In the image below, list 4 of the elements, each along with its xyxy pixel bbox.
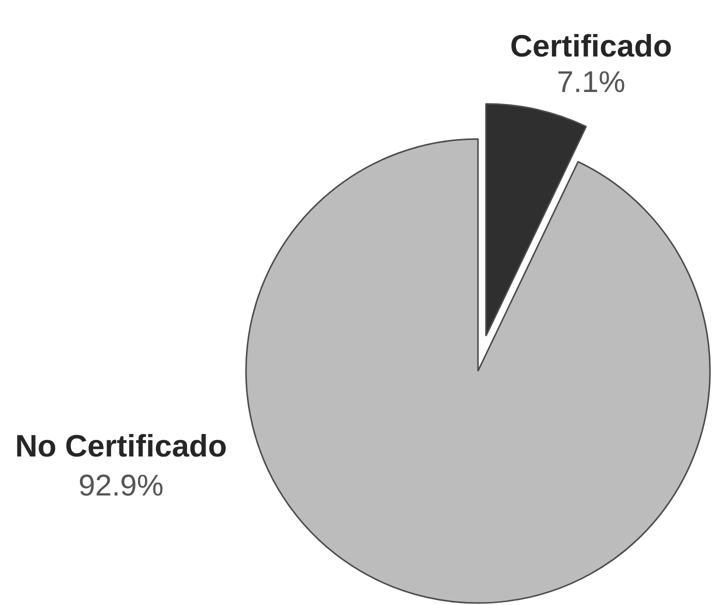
data-label: 92.9%: [78, 469, 164, 502]
slice-label: Certificado: [510, 28, 672, 64]
slice-label: No Certificado: [15, 428, 227, 464]
data-label: 7.1%: [556, 66, 626, 100]
